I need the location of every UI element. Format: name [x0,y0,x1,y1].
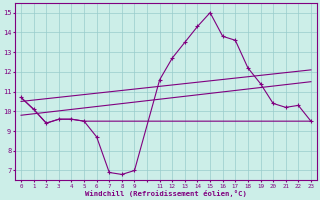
X-axis label: Windchill (Refroidissement éolien,°C): Windchill (Refroidissement éolien,°C) [85,190,247,197]
